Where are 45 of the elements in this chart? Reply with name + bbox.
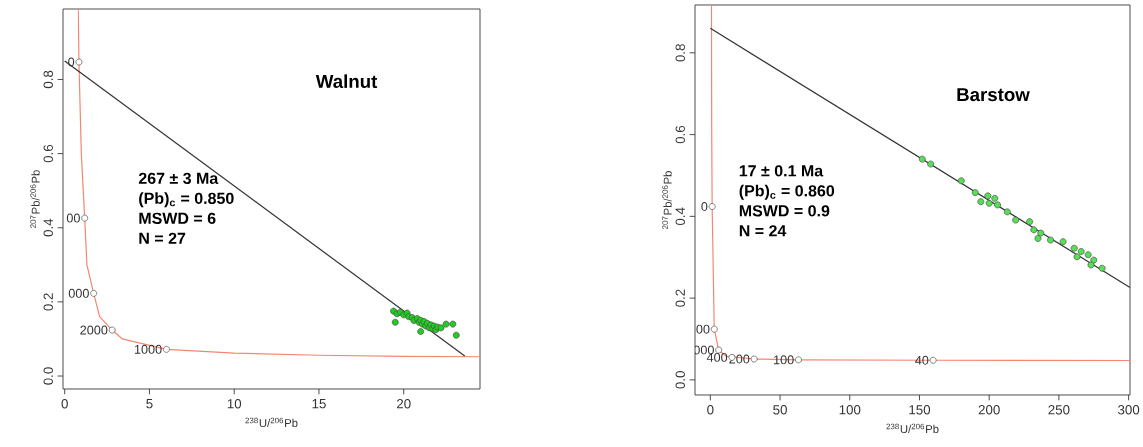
- annotation: 000: [68, 288, 89, 298]
- x-tick-label: 10: [227, 399, 242, 409]
- text: Barstow: [957, 88, 1030, 102]
- x-tick-label: 0: [61, 399, 68, 409]
- annotation: N = 24: [739, 225, 787, 237]
- x-tick-label: 100: [839, 405, 861, 415]
- annotation: 40: [915, 355, 929, 365]
- y-tick-label: 0.6: [675, 125, 685, 144]
- y-tick-label: 0.4: [675, 207, 685, 226]
- x-axis-title: $^{238}$U/$^{206}$Pb: [245, 417, 298, 428]
- annotation: 17 ± 0.1 Ma: [739, 165, 824, 177]
- annotation: 1000: [134, 344, 162, 354]
- x-tick-label: 50: [773, 405, 787, 415]
- annotation: 400: [706, 352, 728, 362]
- annotation: 00: [696, 324, 710, 334]
- y-tick-label: 0.4: [43, 218, 53, 237]
- y-tick-label: 0.8: [43, 70, 53, 89]
- x-axis-title: $^{238}$U/$^{206}$Pb: [886, 423, 939, 434]
- x-tick-label: 0: [707, 405, 714, 415]
- x-tick-label: 15: [312, 399, 326, 409]
- y-tick-label: 0.0: [43, 367, 53, 385]
- annotation: 2000: [80, 325, 108, 335]
- y-tick-label: 0.2: [675, 289, 685, 307]
- x-tick-label: 20: [396, 399, 411, 409]
- annotation: 00: [66, 213, 80, 223]
- x-tick-label: 250: [1048, 405, 1070, 415]
- y-axis-title: $^{207}$Pb/$^{206}$Pb: [662, 171, 672, 229]
- x-tick-label: 150: [909, 405, 931, 415]
- y-tick-label: 0.6: [43, 144, 53, 163]
- x-tick-label: 300: [1117, 405, 1140, 415]
- annotation: MSWD = 6: [139, 212, 216, 224]
- text: Walnut: [315, 74, 378, 89]
- y-tick-label: 0.2: [43, 293, 53, 311]
- y-tick-label: 0.8: [675, 44, 685, 62]
- x-tick-label: 5: [146, 399, 153, 409]
- annotation: MSWD = 0.9: [739, 205, 830, 217]
- annotation: (Pb)$_{c}$ = 0.850: [139, 192, 234, 208]
- annotation: 267 ± 3 Ma: [138, 172, 219, 185]
- y-axis-title: $^{207}$Pb/$^{206}$Pb: [30, 170, 40, 228]
- annotation: N = 27: [139, 232, 186, 244]
- y-tick-label: 0.0: [675, 371, 685, 389]
- annotation: 0: [68, 57, 75, 67]
- x-tick-label: 200: [978, 405, 1000, 415]
- annotation: 0: [701, 202, 708, 212]
- annotation: (Pb)$_{c}$ = 0.860: [739, 184, 835, 200]
